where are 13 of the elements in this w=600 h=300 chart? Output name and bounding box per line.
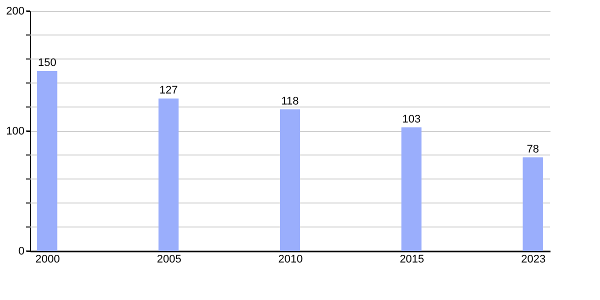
data-label: 127 [159, 84, 178, 97]
y-tick-label: 100 [6, 126, 24, 138]
y-tick-label: 200 [6, 6, 24, 18]
y-tick-label: 0 [18, 246, 24, 258]
data-label: 150 [38, 57, 56, 69]
data-label: 118 [281, 95, 299, 108]
data-label: 78 [526, 143, 539, 156]
data-label: 103 [402, 113, 421, 126]
x-tick-label: 2023 [521, 254, 546, 266]
x-tick-label: 2010 [278, 254, 303, 266]
x-tick-label: 2005 [156, 254, 182, 266]
x-tick-label: 2000 [35, 254, 60, 266]
x-tick-label: 2015 [400, 254, 424, 266]
